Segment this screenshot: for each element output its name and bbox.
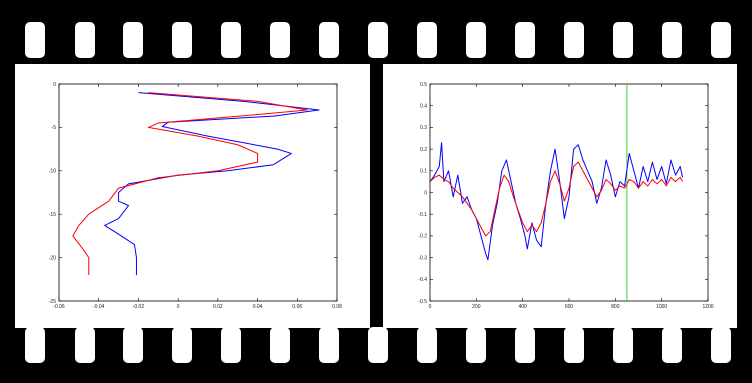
sprocket-hole	[711, 327, 731, 363]
y-tick-label: -5	[52, 125, 57, 131]
x-tick-label: -0.06	[53, 304, 65, 310]
sprocket-hole	[319, 327, 339, 363]
x-tick-label: 1000	[656, 304, 667, 310]
y-tick-label: 0.4	[420, 104, 427, 110]
depth-profile-panel: -0.06 -0.04 -0.02 0 0.02 0.04 0.06 0.08 0 -5 -10 -1…	[15, 64, 370, 328]
sprocket-hole	[515, 22, 535, 58]
sprocket-hole	[368, 22, 388, 58]
y-tick-label: 0.1	[420, 169, 427, 175]
x-tick-label: 400	[518, 304, 527, 310]
x-tick-label: 200	[472, 304, 481, 310]
y-tick-label: -0.1	[418, 212, 427, 218]
sprocket-hole	[466, 22, 486, 58]
y-tick-label: -0.3	[418, 255, 427, 261]
series-line-red	[429, 161, 683, 237]
y-tick-label: -0.5	[418, 299, 427, 305]
x-tick-label: 0.08	[332, 304, 342, 310]
sprocket-hole	[515, 327, 535, 363]
y-tick-label: -15	[49, 212, 56, 218]
depth-profile-chart: -0.06 -0.04 -0.02 0 0.02 0.04 0.06 0.08 0 -5 -10 -1…	[49, 82, 342, 310]
y-tick-label: 0	[53, 82, 56, 88]
sprocket-hole	[25, 22, 45, 58]
sprocket-hole	[662, 327, 682, 363]
sprocket-hole	[368, 327, 388, 363]
sprocket-hole	[25, 327, 45, 363]
y-tick-label: 0	[424, 190, 427, 196]
sprocket-hole	[613, 22, 633, 58]
y-tick-label: -20	[49, 255, 56, 261]
y-tick-label: -10	[49, 169, 56, 175]
y-tick-label: -0.4	[418, 277, 427, 283]
x-tick-label: 1200	[702, 304, 713, 310]
x-tick-label: 800	[611, 304, 620, 310]
x-tick-label: 0	[429, 304, 432, 310]
sprocket-hole	[172, 22, 192, 58]
x-tick-label: 0	[177, 304, 180, 310]
series-line-red	[72, 92, 308, 275]
x-tick-label: -0.04	[93, 304, 105, 310]
x-tick-label: 0.06	[292, 304, 302, 310]
series-line-blue	[429, 142, 684, 261]
y-tick-label: 0.2	[420, 147, 427, 153]
sprocket-hole	[123, 327, 143, 363]
sprocket-hole	[613, 327, 633, 363]
sprocket-hole	[564, 22, 584, 58]
sprocket-holes-top	[0, 22, 752, 58]
sprocket-hole	[319, 22, 339, 58]
sprocket-hole	[75, 327, 95, 363]
x-tick-label: 600	[565, 304, 574, 310]
sprocket-hole	[221, 22, 241, 58]
time-series-panel: 0 200 400 600 800 1000 1200 0.5 0.4 0.3 0.2 0.1 0 -0.…	[383, 64, 737, 328]
sprocket-hole	[564, 327, 584, 363]
x-tick-label: 0.04	[253, 304, 263, 310]
sprocket-hole	[711, 22, 731, 58]
sprocket-hole	[270, 22, 290, 58]
y-tick-label: 0.5	[420, 82, 427, 88]
sprocket-hole	[270, 327, 290, 363]
y-tick-label: 0.3	[420, 125, 427, 131]
time-series-chart: 0 200 400 600 800 1000 12000.50.40.30.20.10-0.…	[418, 82, 713, 310]
sprocket-hole	[221, 327, 241, 363]
x-tick-label: 0.02	[213, 304, 223, 310]
sprocket-holes-bottom	[0, 327, 752, 363]
sprocket-hole	[123, 22, 143, 58]
sprocket-hole	[417, 327, 437, 363]
x-tick-label: -0.02	[133, 304, 145, 310]
sprocket-hole	[417, 22, 437, 58]
sprocket-hole	[466, 327, 486, 363]
plot-area-frame	[58, 83, 338, 302]
sprocket-hole	[75, 22, 95, 58]
y-tick-label: -25	[49, 299, 56, 305]
sprocket-hole	[172, 327, 192, 363]
sprocket-hole	[662, 22, 682, 58]
y-tick-label: -0.2	[418, 234, 427, 240]
